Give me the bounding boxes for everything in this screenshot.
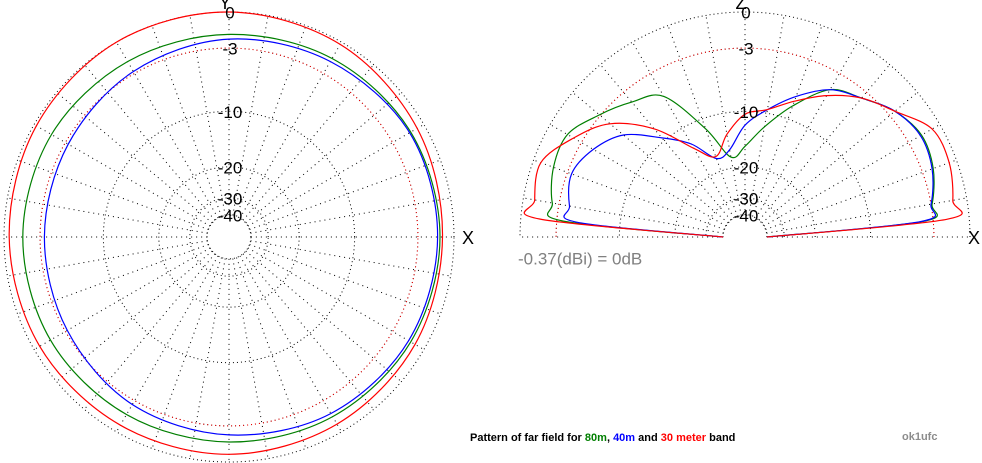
r-tick-label: -20 — [734, 158, 759, 177]
r-tick-label: -20 — [218, 158, 243, 177]
grid-ring — [158, 166, 300, 308]
r-tick-label: -3 — [738, 40, 753, 59]
pattern-curve — [563, 89, 936, 238]
r-tick-label: -30 — [734, 189, 759, 208]
reference-ring — [39, 47, 419, 427]
pattern-curve — [547, 88, 938, 238]
pattern-curve — [43, 38, 439, 436]
x-axis-label: X — [462, 228, 474, 248]
caption-prefix: Pattern of far field for — [470, 432, 583, 444]
grid-ring — [102, 110, 356, 364]
r-tick-label: -3 — [222, 40, 237, 59]
legend-entry: 30 meter — [661, 432, 707, 444]
grid-ring — [722, 214, 768, 238]
caption: Pattern of far field for 80m, 40m and 30… — [470, 432, 735, 444]
annotation: -0.37(dBi) = 0dB — [518, 249, 642, 268]
pattern-curve — [523, 94, 963, 238]
caption-suffix: band — [709, 432, 735, 444]
top-axis-label: Z — [736, 0, 747, 13]
r-tick-label: -30 — [218, 189, 243, 208]
r-tick-label: 0 — [225, 3, 234, 22]
r-tick-label: -40 — [734, 207, 759, 226]
legend-entry: 80m — [585, 432, 607, 444]
top-axis-label: Y — [219, 0, 231, 13]
polar-plot: 0 -3 -10 -20 -30-40 X Y — [3, 0, 474, 463]
pattern-curve — [22, 33, 441, 443]
pattern-curve — [8, 11, 444, 455]
r-tick-label: -10 — [218, 103, 243, 122]
r-tick-label: -40 — [218, 207, 243, 226]
grid-ring — [674, 166, 816, 238]
polar-plot: 0 -3 -10 -20 -30-40 X Z — [519, 0, 980, 248]
reference-ring — [555, 47, 935, 238]
caption-sep: , — [607, 432, 610, 444]
legend-entry: 40m — [613, 432, 635, 444]
r-tick-label: 0 — [741, 3, 750, 22]
x-axis-label: X — [968, 228, 980, 248]
r-tick-label: -10 — [734, 103, 759, 122]
grid-ring — [206, 214, 252, 260]
credit: ok1ufc — [902, 431, 937, 443]
caption-and: and — [638, 432, 658, 444]
